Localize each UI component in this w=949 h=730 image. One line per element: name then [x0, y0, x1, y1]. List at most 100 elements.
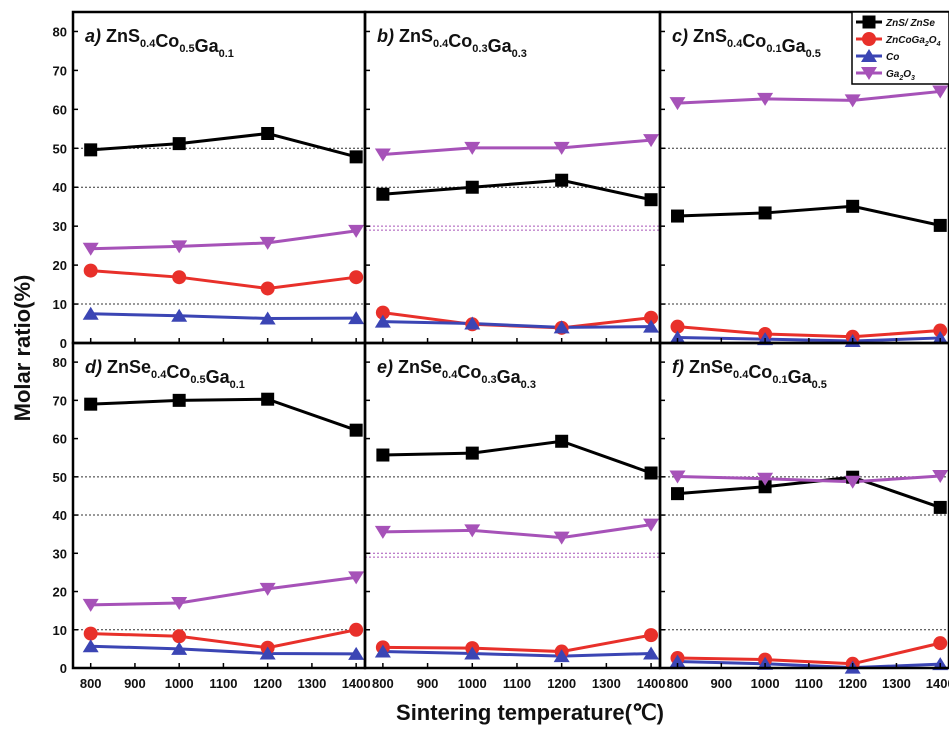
- data-point: [348, 571, 365, 585]
- title-element: ZnSe: [398, 357, 442, 377]
- series-line: [90, 131, 357, 159]
- panel-frame: [658, 341, 949, 670]
- legend-label: Co: [886, 52, 899, 63]
- series-line: [677, 474, 941, 484]
- y-tick-label: 30: [53, 219, 67, 234]
- data-point: [376, 448, 390, 462]
- title-element: Ga: [497, 367, 522, 387]
- series-line: [90, 644, 357, 656]
- panel-f: f) ZnSe0.4Co0.1Ga0.5: [658, 341, 949, 674]
- legend-marker: [862, 32, 876, 46]
- series-line: [677, 204, 941, 227]
- panel-letter: d): [85, 357, 107, 377]
- title-element: Co: [448, 31, 472, 51]
- panel-b: b) ZnS0.4Co0.3Ga0.3: [363, 10, 662, 345]
- title-element: ZnS: [693, 26, 727, 46]
- data-point: [348, 311, 365, 325]
- legend-marker: [862, 15, 876, 29]
- data-point: [757, 92, 774, 106]
- x-tick-label: 1200: [253, 676, 282, 691]
- data-point: [669, 97, 686, 111]
- title-element: Co: [155, 31, 179, 51]
- x-tick-label: 1400: [926, 676, 949, 691]
- data-point: [553, 141, 570, 155]
- data-point: [932, 330, 949, 344]
- series-line: [382, 523, 652, 540]
- data-point: [643, 134, 660, 148]
- data-point: [643, 646, 660, 660]
- panel-title: f) ZnSe0.4Co0.1Ga0.5: [672, 357, 827, 391]
- x-tick-label: 1000: [458, 676, 487, 691]
- title-subscript: 0.5: [806, 48, 821, 60]
- title-element: Ga: [782, 36, 807, 56]
- panel-title: d) ZnSe0.4Co0.5Ga0.1: [85, 357, 245, 391]
- panel-frame: [71, 10, 367, 345]
- data-point: [932, 470, 949, 484]
- panel-frame: [363, 10, 662, 345]
- data-point: [643, 518, 660, 532]
- legend-entry: ZnS/ ZnSe: [856, 15, 935, 29]
- x-tick-label: 800: [667, 676, 689, 691]
- y-tick-label: 0: [60, 661, 67, 676]
- data-point: [933, 218, 947, 232]
- data-point: [172, 393, 186, 407]
- x-axis-label: Sintering temperature(℃): [396, 700, 664, 725]
- panel-letter: b): [377, 26, 399, 46]
- x-tick-label: 1000: [165, 676, 194, 691]
- data-point: [644, 628, 659, 643]
- y-axis-label: Molar ratio(%): [10, 275, 35, 422]
- panel-letter: c): [672, 26, 693, 46]
- panels: a) ZnS0.4Co0.5Ga0.1b) ZnS0.4Co0.3Ga0.3c)…: [71, 10, 949, 674]
- y-tick-label: 80: [53, 24, 67, 39]
- data-point: [171, 597, 188, 610]
- panel-title: c) ZnS0.4Co0.1Ga0.5: [672, 26, 821, 60]
- data-point: [84, 397, 98, 411]
- series-line: [90, 312, 357, 320]
- y-tick-label: 10: [53, 623, 67, 638]
- y-tick-label: 10: [53, 297, 67, 312]
- title-subscript: 0.5: [812, 379, 827, 391]
- legend-subscript: 2: [898, 75, 903, 82]
- title-element: Ga: [195, 36, 220, 56]
- legend-entry: Co: [856, 49, 899, 63]
- title-subscript: 0.3: [521, 379, 536, 391]
- data-point: [374, 148, 391, 162]
- panel-letter: a): [85, 26, 106, 46]
- title-subscript: 0.5: [179, 43, 194, 55]
- data-point: [261, 392, 275, 406]
- series-line: [382, 320, 652, 329]
- data-point: [348, 646, 365, 660]
- data-point: [82, 242, 99, 256]
- legend-entry: Ga2O3: [856, 67, 915, 82]
- data-point: [82, 306, 99, 320]
- legend-entry: ZnCoGa2O4: [856, 32, 941, 48]
- title-subscript: 0.1: [772, 374, 787, 386]
- title-subscript: 0.1: [219, 48, 234, 60]
- data-point: [83, 263, 98, 278]
- y-tick-label: 70: [53, 393, 67, 408]
- series-line: [382, 138, 652, 157]
- y-tick-label: 60: [53, 432, 67, 447]
- x-tick-label: 1300: [592, 676, 621, 691]
- data-point: [84, 143, 98, 157]
- data-point: [83, 626, 98, 641]
- series-line: [677, 89, 941, 105]
- legend-subscript: 3: [911, 75, 915, 82]
- data-point: [464, 646, 481, 660]
- data-point: [669, 330, 686, 344]
- title-element: Co: [166, 362, 190, 382]
- y-tick-label: 0: [60, 336, 67, 351]
- y-tick-label: 50: [53, 470, 67, 485]
- legend-text-part: O: [903, 69, 911, 80]
- x-tick-label: 1200: [547, 676, 576, 691]
- title-element: Co: [742, 31, 766, 51]
- data-point: [376, 187, 390, 201]
- series-line: [382, 439, 652, 475]
- data-point: [259, 236, 276, 250]
- title-element: Ga: [488, 36, 513, 56]
- title-element: Co: [748, 362, 772, 382]
- x-tick-labels: 800 900 1000 1100 1200 1300 1400 800 900 1000 1100…: [80, 676, 949, 691]
- legend-text-part: Ga: [886, 69, 900, 80]
- data-point: [553, 649, 570, 663]
- panel-frame: [363, 341, 662, 670]
